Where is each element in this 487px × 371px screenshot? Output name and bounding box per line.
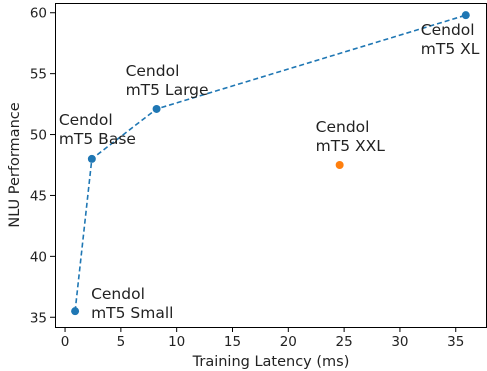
point-label: Cendol mT5 XL [421, 21, 480, 58]
data-point-marker [71, 307, 80, 316]
x-tick-label: 35 [447, 334, 464, 350]
data-point-marker [87, 154, 96, 163]
x-tick-label: 25 [336, 334, 353, 350]
point-label-line: Cendol [126, 62, 180, 80]
x-axis-ticks: 0 5 10 15 20 25 30 35 [61, 327, 464, 350]
x-tick-label: 20 [280, 334, 297, 350]
point-label-line: Cendol [59, 111, 113, 129]
y-tick-label: 55 [30, 67, 47, 83]
x-tick-label: 10 [168, 334, 185, 350]
x-tick-label: 0 [61, 334, 70, 350]
point-label-line: Cendol [421, 21, 475, 39]
point-label-line: mT5 Large [126, 81, 209, 99]
y-tick-label: 35 [30, 310, 47, 326]
y-tick-label: 50 [30, 128, 47, 144]
point-label: Cendol mT5 Small [91, 285, 173, 322]
data-point-marker [461, 11, 470, 20]
x-tick-label: 15 [224, 334, 241, 350]
point-label-line: mT5 Base [59, 130, 136, 148]
point-label-line: Cendol [91, 285, 145, 303]
point-label: Cendol mT5 Base [59, 111, 136, 148]
point-label-line: mT5 XL [421, 40, 480, 58]
series-line [74, 14, 467, 312]
x-tick-label: 5 [117, 334, 126, 350]
point-label-line: mT5 XXL [316, 137, 386, 155]
x-axis-label: Training Latency (ms) [192, 354, 350, 370]
data-point-marker [152, 104, 161, 113]
data-points [71, 11, 470, 316]
point-label: Cendol mT5 Large [126, 62, 209, 99]
y-tick-label: 40 [30, 249, 47, 265]
y-tick-label: 60 [30, 6, 47, 22]
y-tick-label: 45 [30, 188, 47, 204]
y-axis-label: NLU Performance [7, 102, 23, 227]
series-lines [74, 14, 467, 312]
y-axis-ticks: 35 40 45 50 55 60 [30, 6, 55, 326]
point-label-line: Cendol [316, 118, 370, 136]
data-point-marker [335, 161, 344, 169]
point-label: Cendol mT5 XXL [316, 118, 386, 155]
x-tick-label: 30 [391, 334, 408, 350]
point-label-line: mT5 Small [91, 304, 173, 322]
